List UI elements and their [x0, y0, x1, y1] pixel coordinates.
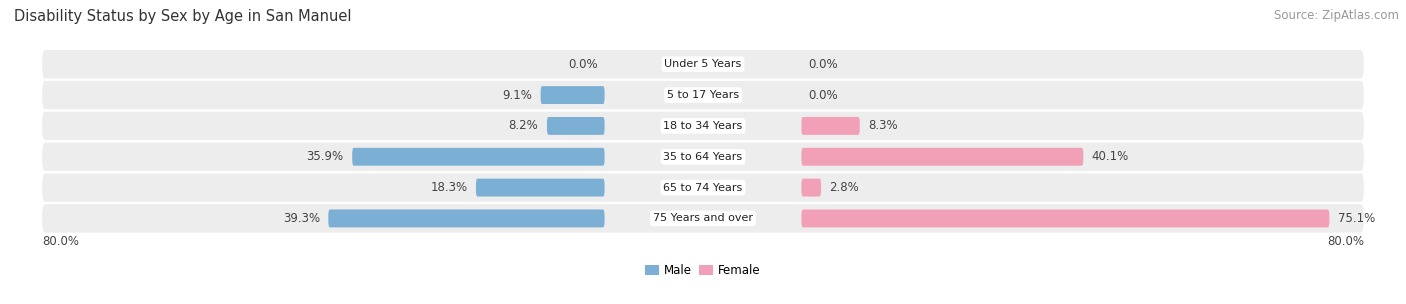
Text: 5 to 17 Years: 5 to 17 Years: [666, 90, 740, 100]
Text: 0.0%: 0.0%: [808, 88, 838, 102]
Text: 35 to 64 Years: 35 to 64 Years: [664, 152, 742, 162]
FancyBboxPatch shape: [540, 86, 605, 104]
FancyBboxPatch shape: [42, 50, 1364, 78]
FancyBboxPatch shape: [42, 112, 1364, 140]
Text: 40.1%: 40.1%: [1092, 150, 1129, 163]
Text: 2.8%: 2.8%: [830, 181, 859, 194]
Text: 65 to 74 Years: 65 to 74 Years: [664, 183, 742, 193]
Text: 9.1%: 9.1%: [502, 88, 531, 102]
FancyBboxPatch shape: [801, 209, 1329, 227]
FancyBboxPatch shape: [42, 143, 1364, 171]
Text: 0.0%: 0.0%: [808, 58, 838, 71]
Text: 75 Years and over: 75 Years and over: [652, 213, 754, 223]
Text: 80.0%: 80.0%: [1327, 235, 1364, 248]
Text: 8.3%: 8.3%: [868, 119, 898, 133]
Text: 0.0%: 0.0%: [568, 58, 598, 71]
Text: 35.9%: 35.9%: [307, 150, 343, 163]
Text: 75.1%: 75.1%: [1337, 212, 1375, 225]
FancyBboxPatch shape: [547, 117, 605, 135]
Legend: Male, Female: Male, Female: [641, 259, 765, 282]
FancyBboxPatch shape: [475, 179, 605, 197]
Text: 8.2%: 8.2%: [509, 119, 538, 133]
FancyBboxPatch shape: [42, 173, 1364, 202]
Text: 39.3%: 39.3%: [283, 212, 319, 225]
FancyBboxPatch shape: [352, 148, 605, 166]
FancyBboxPatch shape: [801, 148, 1083, 166]
FancyBboxPatch shape: [42, 81, 1364, 109]
Text: Source: ZipAtlas.com: Source: ZipAtlas.com: [1274, 9, 1399, 22]
Text: 18.3%: 18.3%: [430, 181, 467, 194]
Text: 18 to 34 Years: 18 to 34 Years: [664, 121, 742, 131]
FancyBboxPatch shape: [801, 117, 859, 135]
FancyBboxPatch shape: [801, 179, 821, 197]
FancyBboxPatch shape: [328, 209, 605, 227]
Text: 80.0%: 80.0%: [42, 235, 79, 248]
Text: Disability Status by Sex by Age in San Manuel: Disability Status by Sex by Age in San M…: [14, 9, 352, 24]
Text: Under 5 Years: Under 5 Years: [665, 59, 741, 69]
FancyBboxPatch shape: [42, 204, 1364, 233]
